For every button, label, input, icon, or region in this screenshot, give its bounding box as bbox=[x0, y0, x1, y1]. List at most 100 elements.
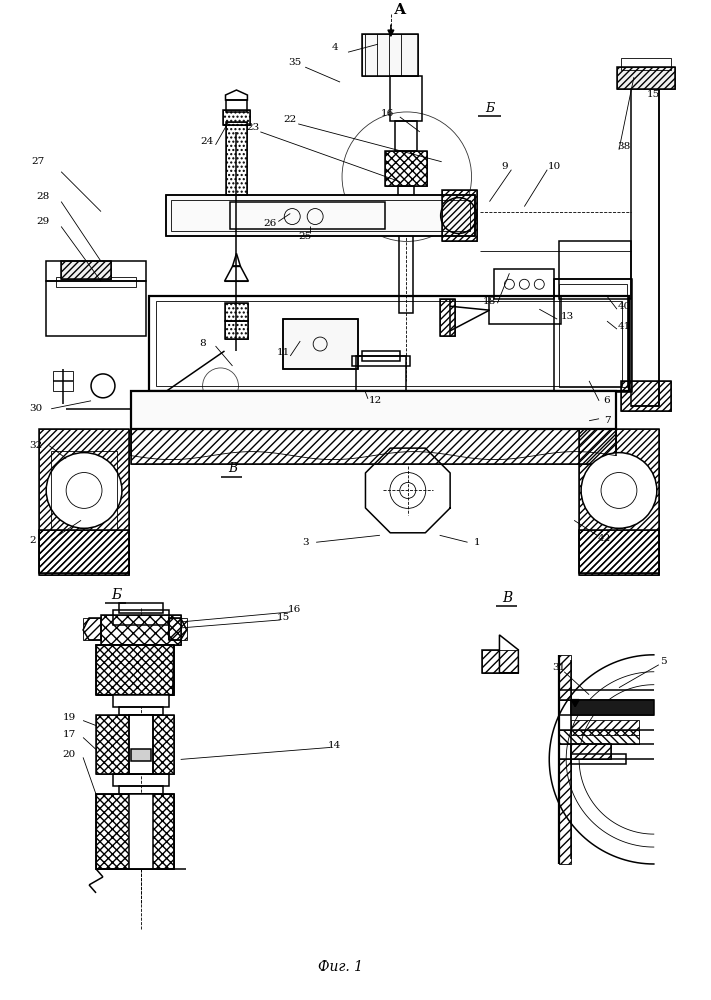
Bar bbox=[129, 715, 153, 774]
Bar bbox=[571, 744, 611, 759]
Bar bbox=[46, 261, 146, 281]
Text: 16: 16 bbox=[381, 109, 395, 118]
Bar bbox=[283, 319, 358, 369]
Text: 24: 24 bbox=[200, 137, 213, 146]
Text: 32: 32 bbox=[29, 441, 43, 450]
Text: 30: 30 bbox=[29, 404, 43, 413]
Bar bbox=[385, 151, 427, 186]
Bar bbox=[96, 794, 173, 869]
Bar bbox=[617, 67, 675, 89]
Bar bbox=[390, 76, 422, 121]
Circle shape bbox=[581, 453, 657, 528]
Text: 20: 20 bbox=[63, 750, 76, 759]
Bar bbox=[442, 190, 476, 241]
Bar bbox=[356, 356, 406, 411]
Bar bbox=[166, 195, 474, 236]
Bar bbox=[579, 429, 659, 573]
Bar bbox=[617, 67, 675, 89]
Bar bbox=[230, 202, 385, 229]
Bar bbox=[398, 186, 414, 214]
Bar bbox=[129, 715, 153, 774]
Text: 40: 40 bbox=[617, 302, 631, 311]
Text: Фиг. 1: Фиг. 1 bbox=[318, 960, 363, 974]
Bar bbox=[571, 700, 654, 715]
Text: 4: 4 bbox=[332, 43, 338, 52]
Text: 28: 28 bbox=[36, 192, 50, 201]
Bar bbox=[223, 110, 250, 125]
Text: 18: 18 bbox=[483, 297, 496, 306]
Circle shape bbox=[601, 473, 637, 508]
Bar bbox=[559, 284, 627, 387]
Bar bbox=[109, 645, 173, 695]
Text: 35: 35 bbox=[289, 58, 302, 67]
Bar bbox=[113, 610, 169, 625]
Text: 5: 5 bbox=[661, 657, 667, 666]
Bar bbox=[395, 121, 417, 151]
Bar bbox=[39, 429, 129, 573]
Bar bbox=[225, 303, 248, 321]
Bar bbox=[101, 615, 181, 645]
Bar bbox=[131, 749, 151, 761]
Circle shape bbox=[66, 473, 102, 508]
Bar bbox=[559, 759, 571, 864]
Bar bbox=[131, 429, 616, 464]
Bar bbox=[39, 530, 129, 575]
Bar bbox=[96, 794, 173, 869]
Text: 19: 19 bbox=[63, 713, 76, 722]
Text: 26: 26 bbox=[264, 219, 277, 228]
Bar bbox=[362, 34, 418, 76]
Bar bbox=[53, 371, 73, 391]
Bar bbox=[113, 695, 169, 707]
Bar bbox=[119, 707, 163, 715]
Bar bbox=[399, 233, 413, 313]
Polygon shape bbox=[96, 645, 173, 695]
Bar bbox=[559, 730, 639, 744]
Text: 7: 7 bbox=[604, 416, 610, 425]
Bar bbox=[169, 618, 187, 640]
Bar bbox=[61, 261, 111, 279]
Text: 16: 16 bbox=[288, 605, 301, 614]
Text: В: В bbox=[502, 591, 513, 605]
Text: 23: 23 bbox=[247, 123, 260, 132]
Bar bbox=[149, 296, 629, 391]
Bar bbox=[393, 214, 419, 233]
Bar bbox=[96, 645, 173, 695]
Bar bbox=[156, 301, 622, 386]
Polygon shape bbox=[571, 700, 579, 707]
Bar bbox=[225, 100, 247, 112]
Bar bbox=[489, 296, 561, 324]
Text: 9: 9 bbox=[501, 162, 508, 171]
Text: 17: 17 bbox=[63, 730, 76, 739]
Text: 15: 15 bbox=[647, 90, 660, 99]
Bar bbox=[621, 58, 670, 70]
Text: 25: 25 bbox=[299, 232, 312, 241]
Bar bbox=[494, 269, 554, 299]
Bar bbox=[131, 391, 616, 429]
Text: 29: 29 bbox=[36, 217, 50, 226]
Bar bbox=[225, 321, 248, 339]
Polygon shape bbox=[481, 650, 518, 673]
Bar bbox=[166, 195, 474, 236]
Bar bbox=[61, 261, 111, 279]
Text: В: В bbox=[228, 462, 237, 475]
Bar bbox=[119, 786, 163, 794]
Text: 10: 10 bbox=[547, 162, 561, 171]
Bar bbox=[554, 279, 632, 392]
Text: 1: 1 bbox=[474, 538, 481, 547]
Bar bbox=[559, 241, 631, 299]
Text: 6: 6 bbox=[604, 396, 610, 405]
Bar bbox=[96, 645, 173, 695]
Bar bbox=[579, 429, 659, 573]
Text: 31: 31 bbox=[552, 663, 566, 672]
Bar bbox=[579, 530, 659, 575]
Bar bbox=[352, 356, 410, 366]
Bar bbox=[571, 720, 639, 735]
Bar bbox=[571, 754, 626, 764]
Bar bbox=[283, 319, 358, 369]
Bar bbox=[56, 277, 136, 287]
Bar bbox=[113, 774, 169, 786]
Bar bbox=[39, 530, 129, 575]
Polygon shape bbox=[499, 635, 518, 673]
Text: Б: Б bbox=[485, 102, 494, 115]
Bar bbox=[362, 34, 418, 76]
